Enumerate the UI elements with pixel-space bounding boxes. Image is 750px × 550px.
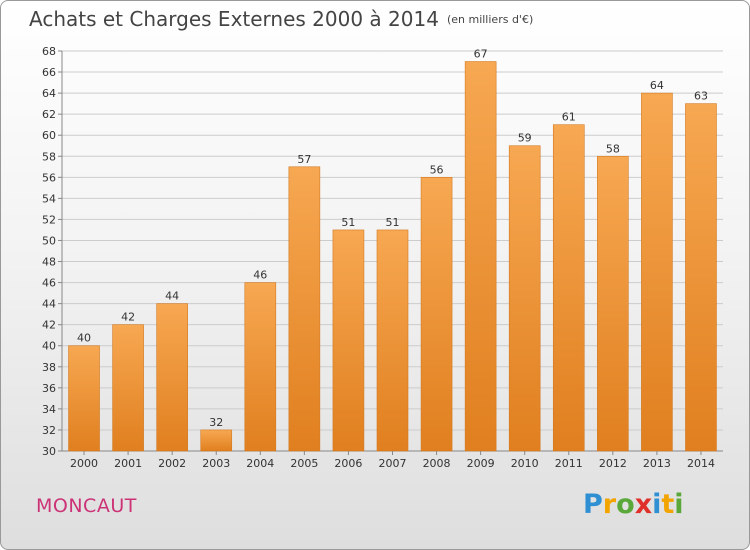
bar — [68, 345, 100, 452]
bar — [332, 229, 365, 452]
y-tick-label: 38 — [42, 361, 56, 374]
bar — [112, 324, 144, 452]
bar — [685, 103, 717, 452]
y-tick-label: 50 — [42, 234, 56, 247]
data-label: 51 — [386, 216, 400, 229]
y-tick-label: 54 — [42, 192, 56, 205]
y-tick-label: 52 — [42, 213, 56, 226]
y-tick-label: 48 — [42, 256, 56, 269]
y-tick-label: 46 — [42, 277, 56, 290]
bar — [288, 166, 321, 452]
y-tick-label: 62 — [42, 108, 56, 121]
x-tick-label: 2005 — [290, 457, 318, 470]
y-tick-label: 66 — [42, 66, 56, 79]
data-label: 46 — [253, 269, 267, 282]
x-tick-label: 2002 — [158, 457, 186, 470]
data-label: 61 — [562, 111, 576, 124]
bar — [641, 92, 673, 452]
x-tick-label: 2007 — [379, 457, 407, 470]
title-unit: (en milliers d'€) — [446, 13, 534, 26]
y-tick-label: 60 — [42, 129, 56, 142]
bar — [376, 229, 409, 452]
y-tick-label: 36 — [42, 382, 56, 395]
y-tick-label: 58 — [42, 150, 56, 163]
data-label: 44 — [165, 290, 179, 303]
y-tick-label: 32 — [42, 424, 56, 437]
data-label: 67 — [474, 48, 488, 61]
data-label: 63 — [694, 90, 708, 103]
data-label: 58 — [606, 142, 620, 155]
y-tick-label: 44 — [42, 298, 56, 311]
x-tick-label: 2008 — [423, 457, 451, 470]
data-label: 32 — [209, 416, 223, 429]
x-tick-label: 2012 — [599, 457, 627, 470]
x-tick-label: 2006 — [334, 457, 362, 470]
y-tick-label: 40 — [42, 340, 56, 353]
x-tick-label: 2009 — [467, 457, 495, 470]
proxiti-logo: Proxiti — [583, 489, 684, 520]
x-tick-label: 2013 — [643, 457, 671, 470]
data-label: 51 — [341, 216, 355, 229]
bar — [464, 61, 497, 452]
x-tick-label: 2000 — [70, 457, 98, 470]
data-label: 42 — [121, 311, 135, 324]
y-tick-label: 42 — [42, 319, 56, 332]
bar — [597, 155, 629, 452]
x-tick-label: 2004 — [246, 457, 274, 470]
y-tick-label: 64 — [42, 87, 56, 100]
bar — [200, 429, 233, 452]
x-tick-label: 2011 — [555, 457, 583, 470]
bar — [508, 145, 541, 452]
x-tick-label: 2003 — [202, 457, 230, 470]
x-tick-label: 2010 — [511, 457, 539, 470]
data-label: 64 — [650, 79, 664, 92]
data-label: 40 — [77, 332, 91, 345]
y-tick-label: 30 — [42, 445, 56, 458]
x-tick-label: 2001 — [114, 457, 142, 470]
data-label: 57 — [297, 153, 311, 166]
bar — [420, 177, 453, 452]
y-tick-label: 34 — [42, 403, 56, 416]
y-tick-label: 56 — [42, 171, 56, 184]
commune-name: MONCAUT — [36, 495, 137, 517]
y-tick-label: 68 — [42, 45, 56, 58]
bar — [244, 282, 277, 452]
data-label: 56 — [430, 163, 444, 176]
bar — [552, 124, 585, 452]
data-label: 59 — [518, 132, 532, 145]
chart-title: Achats et Charges Externes 2000 à 2014 (e… — [29, 7, 533, 31]
title-text: Achats et Charges Externes 2000 à 2014 — [29, 7, 439, 31]
bar — [156, 303, 188, 452]
x-tick-label: 2014 — [687, 457, 715, 470]
